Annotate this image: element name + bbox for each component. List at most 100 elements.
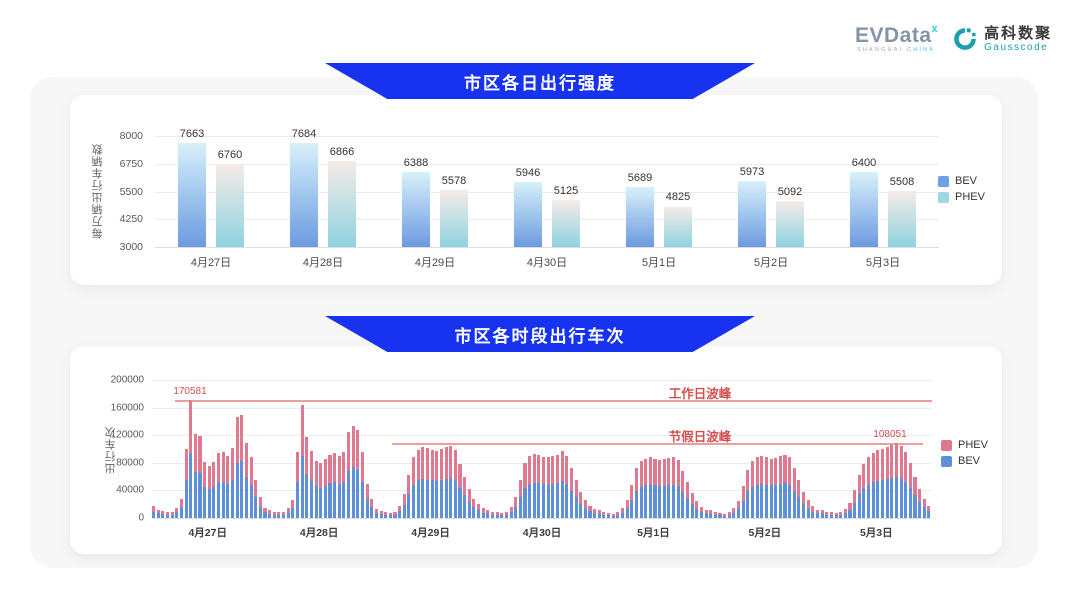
chart2-phev-segment xyxy=(458,464,462,489)
chart2-stacked-bar xyxy=(634,468,638,518)
bev-swatch-icon xyxy=(938,175,949,187)
chart2-bev-segment xyxy=(217,482,221,518)
chart1-phev-value-label: 5125 xyxy=(553,184,579,197)
chart2-phev-segment xyxy=(532,453,536,483)
chart2-phev-segment xyxy=(523,462,527,488)
chart2-y-tick-label: 0 xyxy=(138,512,144,524)
chart2-phev-segment xyxy=(481,508,485,513)
chart2-stacked-bar xyxy=(435,451,439,518)
chart2-stacked-bar xyxy=(165,512,170,518)
chart2-phev-segment xyxy=(755,457,759,485)
chart2-stacked-bar xyxy=(161,511,165,518)
chart2-stacked-bar xyxy=(439,449,443,518)
chart2-phev-segment xyxy=(347,431,351,471)
chart2-bev-segment xyxy=(834,515,838,518)
chart2-bev-segment xyxy=(490,514,495,518)
chart2-stacked-bar xyxy=(184,449,188,518)
chart2-phev-segment xyxy=(560,451,564,482)
chart2-stacked-bar xyxy=(820,509,824,518)
chart2-bev-segment xyxy=(867,484,871,518)
chart2-stacked-bar xyxy=(495,512,499,518)
chart2-phev-segment xyxy=(402,493,406,505)
chart2-stacked-bar xyxy=(843,509,847,518)
chart2-bev-segment xyxy=(662,485,666,518)
chart2-phev-segment xyxy=(704,509,708,514)
chart2-bev-segment xyxy=(774,484,778,518)
chart2-stacked-bar xyxy=(333,453,337,518)
chart2-bev-segment xyxy=(444,478,448,518)
chart1-y-tick-label: 6750 xyxy=(119,157,143,170)
chart2-phev-segment xyxy=(490,511,495,515)
chart2-phev-segment xyxy=(212,462,216,488)
chart2-stacked-bar xyxy=(323,459,327,518)
chart2-legend: PHEV BEV xyxy=(941,439,988,467)
chart1-gridline xyxy=(155,219,939,221)
chart2-phev-segment xyxy=(360,452,365,482)
gausscode-name-en: Gausscode xyxy=(984,41,1049,53)
chart2-bev-segment xyxy=(690,504,694,518)
chart2-bev-segment xyxy=(277,514,281,518)
chart2-bev-segment xyxy=(625,508,629,518)
chart2-phev-segment xyxy=(732,508,736,513)
chart2-bev-segment xyxy=(504,514,508,518)
chart2-stacked-bar xyxy=(268,510,272,518)
chart2-stacked-bar xyxy=(727,512,731,518)
chart2-phev-segment xyxy=(653,458,657,486)
chart1-title-banner: 市区各日出行强度 xyxy=(325,63,755,99)
chart2-stacked-bar xyxy=(430,449,434,518)
chart2-phev-segment xyxy=(662,459,666,486)
chart2-stacked-bar xyxy=(797,480,801,518)
chart2-x-label: 5月3日 xyxy=(859,527,893,539)
chart2-stacked-bar xyxy=(235,417,239,518)
chart2-phev-segment xyxy=(685,482,690,499)
chart2-bev-segment xyxy=(871,482,875,518)
chart2-phev-segment xyxy=(514,497,518,507)
chart2-bev-segment xyxy=(676,486,680,518)
chart2-phev-segment xyxy=(639,461,643,487)
evdata-superscript: x xyxy=(931,22,939,35)
chart2-phev-segment xyxy=(695,501,699,509)
chart2-stacked-bar xyxy=(463,476,467,518)
chart1-phev-bar xyxy=(888,191,916,247)
chart2-bev-segment xyxy=(412,484,416,518)
chart2-phev-segment xyxy=(486,509,490,514)
chart2-bev-segment xyxy=(481,512,485,518)
chart2-bev-segment xyxy=(839,514,843,518)
chart2-y-tick-label: 80000 xyxy=(116,457,144,469)
chart2-phev-segment xyxy=(885,446,889,479)
chart2-stacked-bar xyxy=(537,455,541,518)
chart2-bev-segment xyxy=(672,484,676,518)
chart2-stacked-bar xyxy=(328,454,332,518)
chart2-stacked-bar xyxy=(198,435,202,518)
chart2-bev-segment xyxy=(815,513,820,518)
chart2-bev-segment xyxy=(472,507,476,518)
chart1-phev-bar xyxy=(216,163,244,247)
chart2-y-tick-label: 120000 xyxy=(110,429,144,441)
chart2-phev-segment xyxy=(602,512,606,515)
chart1-phev-value-label: 5508 xyxy=(889,176,915,189)
chart2-stacked-bar xyxy=(848,502,852,518)
chart2-phev-segment xyxy=(384,512,388,515)
chart1-gridline xyxy=(155,163,939,165)
chart2-phev-segment xyxy=(569,468,573,491)
chart2-phev-segment xyxy=(509,506,513,512)
chart1-plot-area: 8000 6750 5500 4250 3000 7663 6760 4月27日 7684 686… xyxy=(120,128,939,269)
chart2-stacked-bar xyxy=(542,456,546,518)
chart2-bev-segment xyxy=(203,487,207,518)
chart2-phev-segment xyxy=(337,455,341,484)
chart2-phev-segment xyxy=(268,510,272,514)
chart2-stacked-bar xyxy=(453,450,457,518)
evdata-tagline: SHANGHAI CHINA xyxy=(857,46,936,53)
chart2-phev-segment xyxy=(802,491,806,504)
chart2-gridline xyxy=(152,407,932,409)
chart2-bev-segment xyxy=(240,461,244,518)
chart2-stacked-bar xyxy=(263,507,267,518)
chart2-bev-segment xyxy=(825,514,829,518)
chart2-bev-segment xyxy=(509,511,513,518)
chart2-stacked-bar xyxy=(152,506,156,518)
chart2-phev-segment xyxy=(904,451,908,482)
chart2-bev-segment xyxy=(616,514,620,518)
chart2-bev-segment xyxy=(820,513,824,518)
chart1-y-tick-label: 5500 xyxy=(119,185,143,198)
chart2-x-label: 4月30日 xyxy=(522,527,562,539)
